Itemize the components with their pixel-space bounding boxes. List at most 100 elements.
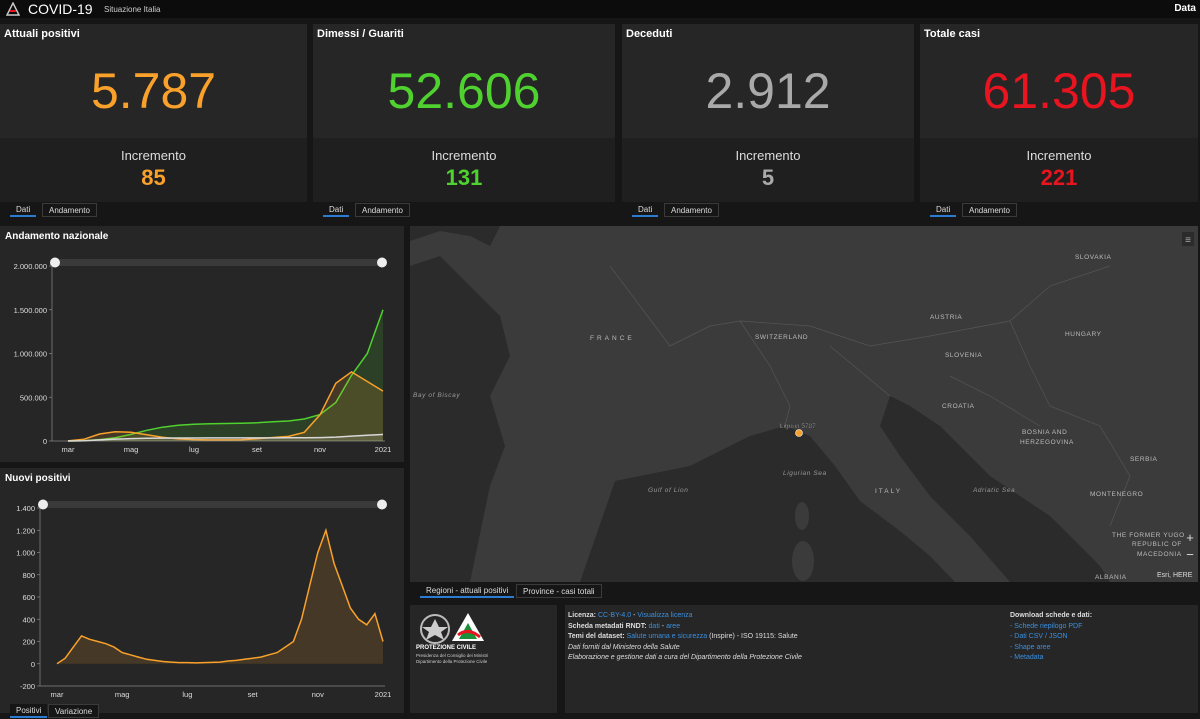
y-tick-label: 200 [22,638,35,647]
series-line [67,370,384,442]
map-label: BOSNIA AND [1022,429,1067,436]
map-label: FRANCE [590,335,635,342]
card-tab[interactable]: Andamento [42,203,97,217]
sep: - [661,622,665,630]
svg-text:+: + [1186,530,1194,545]
increment-value: 131 [445,165,483,190]
logo-panel: PROTEZIONE CIVILE Presidenza del Consigl… [410,605,557,713]
x-tick-label: mag [124,445,139,454]
map-label: SERBIA [1130,456,1158,463]
y-tick-label: 600 [22,593,35,602]
management: Elaborazione e gestione dati a cura del … [568,654,802,661]
map-label: SWITZERLAND [755,334,808,341]
link[interactable]: Visualizza licenza [637,612,693,619]
logo-title: PROTEZIONE CIVILE [416,645,477,651]
stat-card: Deceduti 2.912 Incremento 5 [622,24,914,202]
download-link[interactable]: - Metadata [1010,654,1044,661]
slider-handle[interactable] [38,499,48,510]
x-tick-label: nov [314,445,326,454]
map-tab[interactable]: Province - casi totali [516,584,602,598]
stat-card: Attuali positivi 5.787 Incremento 85 [0,24,307,202]
info-panel: Licenza: CC-BY-4.0 - Visualizza licenza … [565,605,1198,713]
downloads: Download schede e dati: - Schede riepilo… [1010,611,1092,664]
increment-label: Incremento [735,148,801,163]
y-tick-label: 1.400 [16,504,35,513]
chart-title: Andamento nazionale [5,231,109,242]
logo-line: Dipartimento della Protezione Civile [416,659,488,664]
card-title: Totale casi [924,28,981,40]
link[interactable]: dati [648,622,660,630]
series-line [56,527,384,665]
map-label: HUNGARY [1065,331,1102,338]
link[interactable]: Salute umana e sicurezza [626,633,708,640]
card-tab[interactable]: Andamento [962,203,1017,217]
menu-data[interactable]: Data [1174,3,1196,14]
download-link[interactable]: - Schede riepilogo PDF [1010,622,1083,630]
chart-tab[interactable]: Variazione [48,704,100,718]
map-label: REPUBLIC OF [1132,541,1182,548]
download-link[interactable]: - Dati CSV / JSON [1010,633,1068,640]
link[interactable]: aree [666,622,681,630]
app-subtitle: Situazione Italia [104,5,161,14]
card-value: 5.787 [90,63,217,119]
x-tick-label: set [252,445,263,454]
map: ≡ + − FRANCE SWITZERLAND AUSTRIA SLOVAKIA HU… [410,226,1198,582]
card-value: 61.305 [982,63,1136,119]
source: Dati forniti dal Ministero della Salute [568,643,680,651]
map-label: SLOVENIA [945,352,982,359]
app-title: COVID-19 [28,1,93,17]
map-label: CROATIA [942,403,975,410]
link[interactable]: CC-BY-4.0 [597,612,632,619]
series-area [57,530,383,664]
x-tick-label: set [248,690,259,699]
y-tick-label: 2.000.000 [14,262,47,271]
x-tick-label: 2021 [375,690,392,699]
map-label: Ligurian Sea [783,470,827,477]
range-slider[interactable] [54,259,383,266]
card-title: Deceduti [626,28,673,40]
x-tick-label: nov [312,690,324,699]
label: Scheda metadati RNDT: [568,622,647,630]
card-lower: Incremento 5 [622,138,914,202]
map-panel: ≡ + − FRANCE SWITZERLAND AUSTRIA SLOVAKIA HU… [410,226,1198,582]
map-label: Bay of Biscay [413,392,460,399]
card-lower: Incremento 221 [920,138,1198,202]
y-tick-label: 0 [31,660,35,669]
y-tick-label: 500.000 [20,393,47,402]
range-slider[interactable] [42,501,383,508]
chart-tab[interactable]: Positivi [10,704,48,718]
chart-title: Nuovi positivi [5,473,71,484]
y-tick-label: 1.200 [16,526,35,535]
map-tab[interactable]: Regioni - attuali positivi [420,584,515,598]
info-text: Licenza: CC-BY-4.0 - Visualizza licenza … [568,611,802,664]
card-tab[interactable]: Dati [930,203,957,217]
map-label: MONTENEGRO [1090,491,1143,498]
card-lower: Incremento 131 [313,138,615,202]
card-tab[interactable]: Dati [10,203,37,217]
map-label: ALBANIA [1095,574,1127,581]
map-label: Adriatic Sea [972,487,1015,494]
slider-handle[interactable] [377,257,387,268]
download-link[interactable]: - Shape aree [1010,643,1051,651]
x-tick-label: mag [115,690,130,699]
card-tab[interactable]: Dati [323,203,350,217]
x-tick-label: lug [182,690,192,699]
card-tab[interactable]: Andamento [355,203,410,217]
slider-handle[interactable] [377,499,387,510]
map-label: SLOVAKIA [1075,254,1112,261]
top-bar: COVID-19 Situazione Italia Data [0,0,1200,18]
card-title: Dimessi / Guariti [317,28,404,40]
attribution: Esri, HERE [1157,572,1193,579]
map-label: AUSTRIA [930,314,962,321]
increment-label: Incremento [120,148,187,163]
label: Licenza: [568,612,597,619]
slider-handle[interactable] [50,257,60,268]
logo-line: Presidenza del Consiglio dei Ministri [416,653,489,658]
card-tab[interactable]: Andamento [664,203,719,217]
map-label: THE FORMER YUGO [1112,532,1185,539]
marker-label: Liguria 5787 [780,423,816,430]
protezione-logo [452,613,484,641]
card-tab[interactable]: Dati [632,203,659,217]
logo-icon [6,2,20,16]
